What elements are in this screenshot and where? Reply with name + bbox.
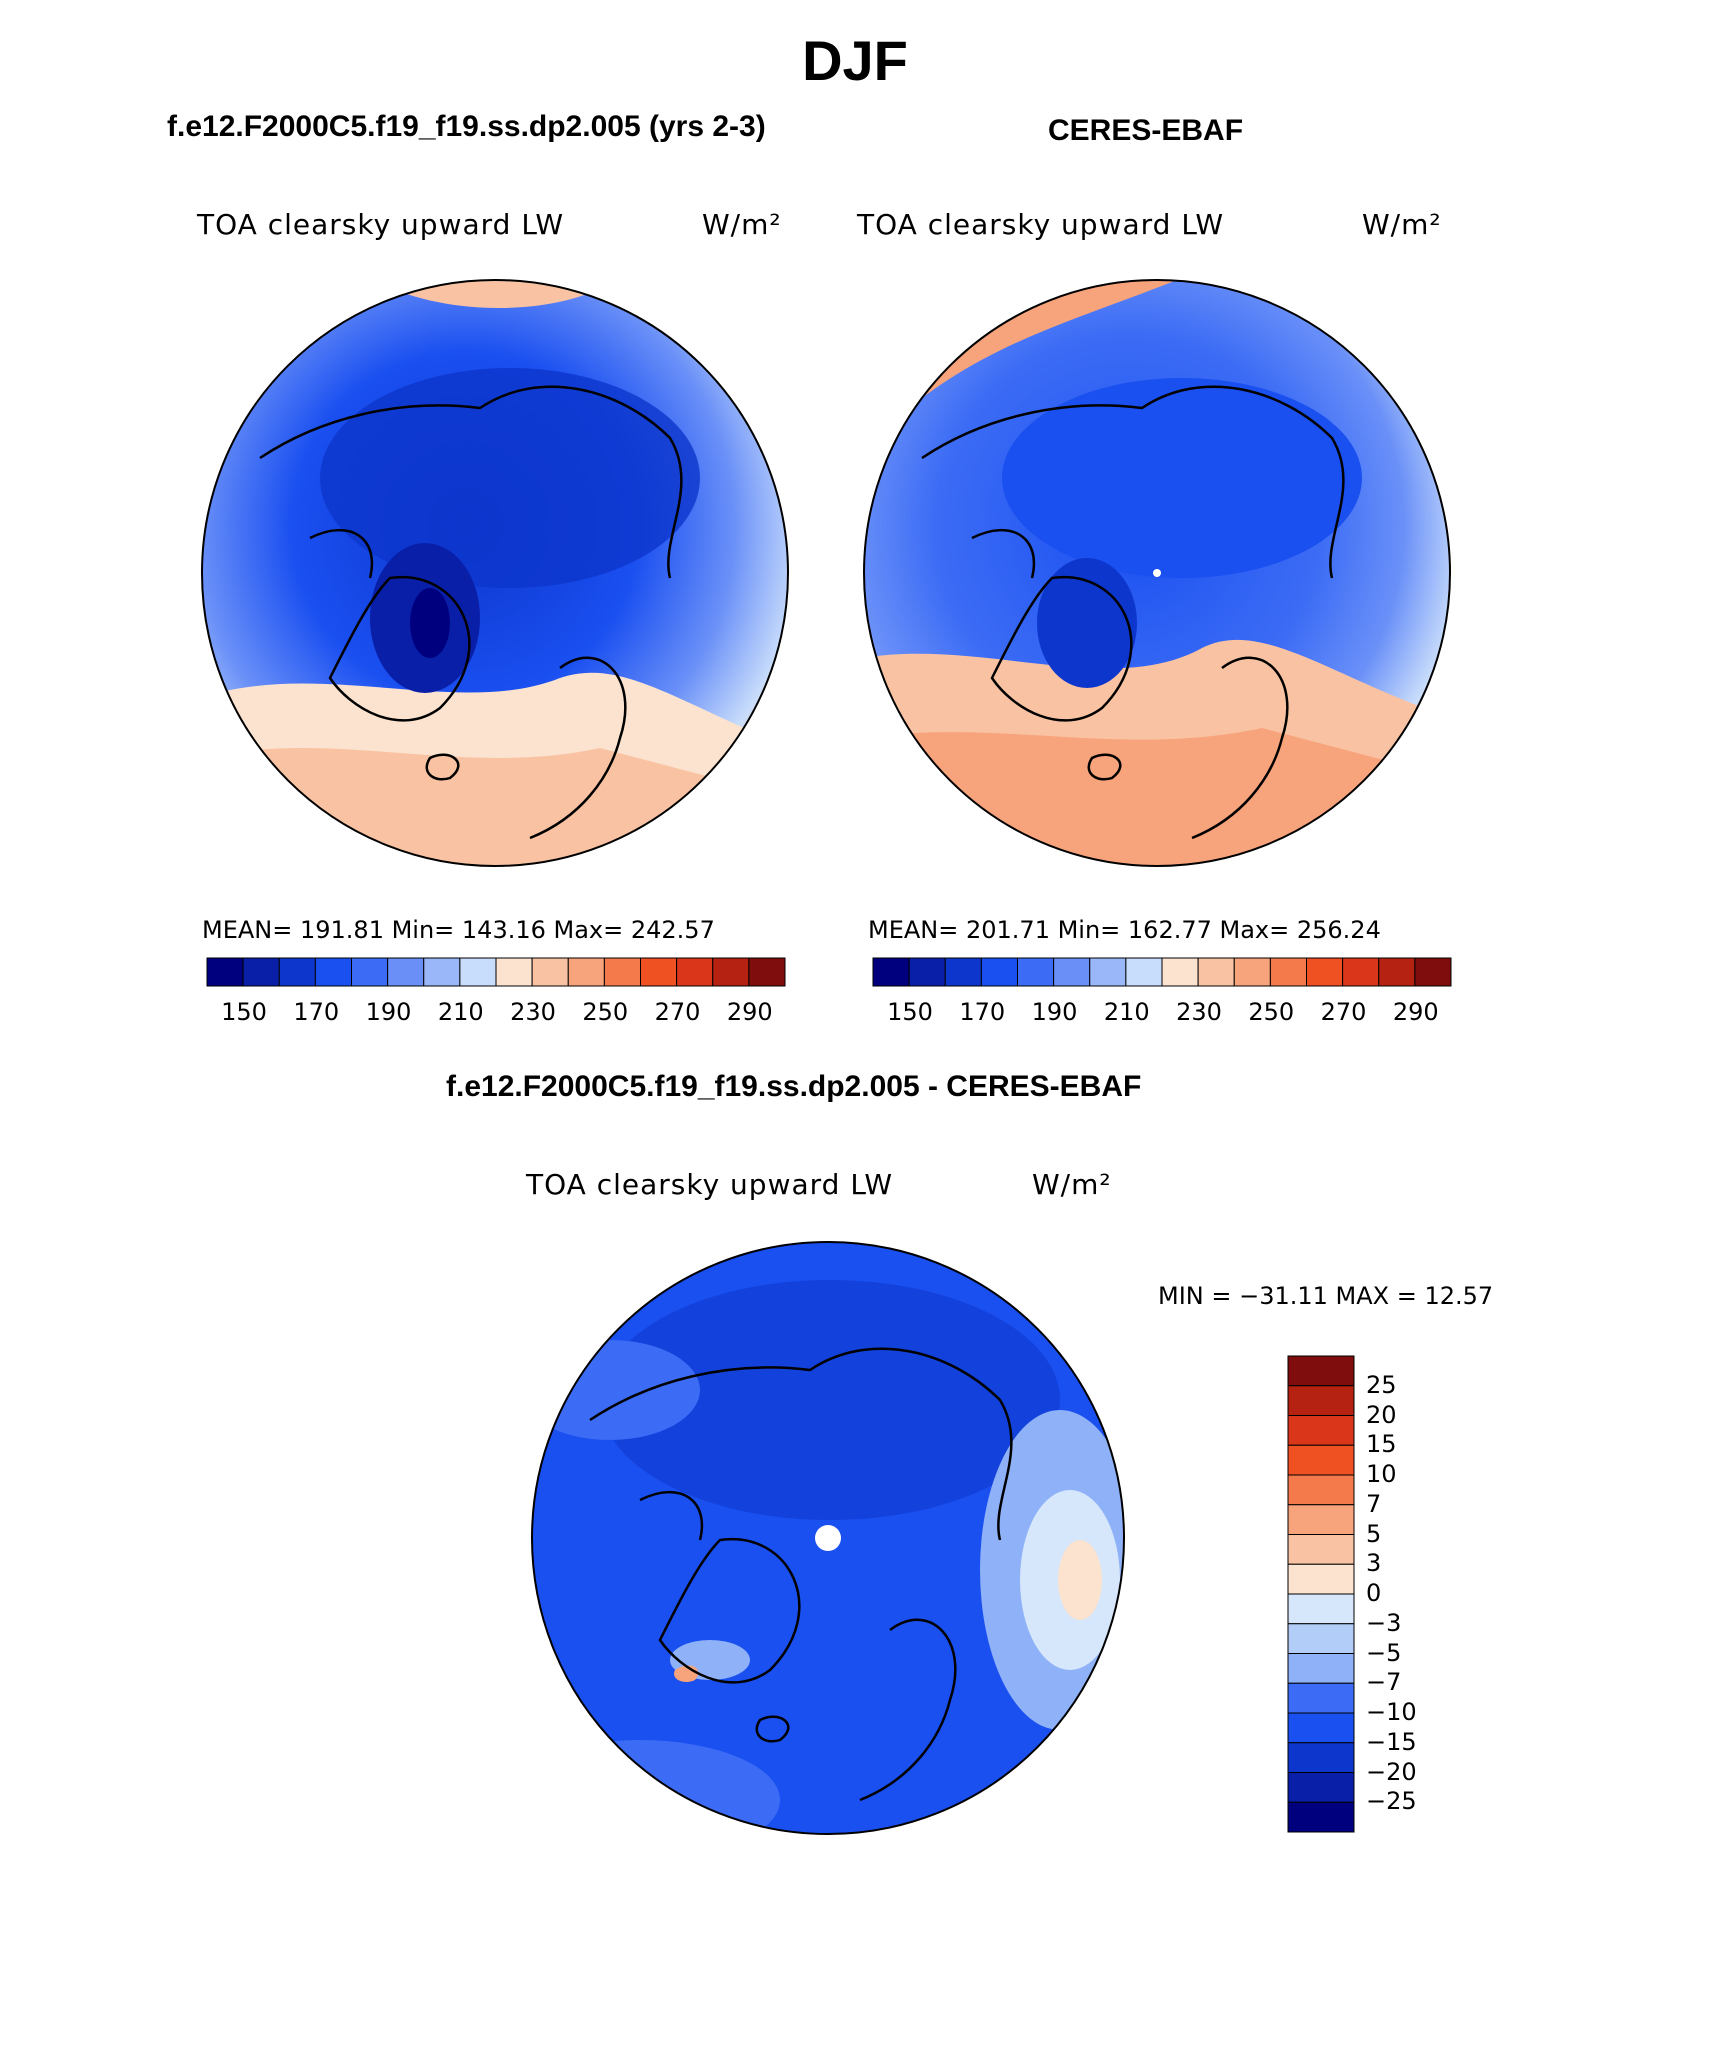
colorbar-swatch bbox=[1378, 957, 1416, 987]
model-units-label: W/m² bbox=[702, 208, 782, 241]
colorbar-swatch bbox=[1287, 1385, 1355, 1416]
colorbar-swatch bbox=[1197, 957, 1235, 987]
colorbar-tick-label: 190 bbox=[1031, 998, 1078, 1026]
colorbar-tick-label: 170 bbox=[959, 998, 1006, 1026]
model-panel-header: f.e12.F2000C5.f19_f19.ss.dp2.005 (yrs 2-… bbox=[167, 110, 766, 143]
colorbar-swatch bbox=[603, 957, 641, 987]
colorbar-tick-label: 20 bbox=[1366, 1400, 1397, 1429]
diff-colorbar bbox=[1287, 1355, 1355, 1833]
colorbar-tick-label: −10 bbox=[1366, 1698, 1417, 1726]
colorbar-swatch bbox=[1414, 957, 1452, 987]
colorbar-swatch bbox=[1287, 1415, 1355, 1446]
colorbar-tick-label: 250 bbox=[582, 998, 629, 1026]
colorbar-tick-label: 150 bbox=[221, 998, 267, 1026]
colorbar-swatch bbox=[1287, 1504, 1355, 1535]
colorbar-swatch bbox=[1287, 1534, 1355, 1565]
colorbar-tick-label: 250 bbox=[1248, 998, 1295, 1026]
colorbar-swatch bbox=[206, 957, 244, 987]
colorbar-tick-label: 0 bbox=[1366, 1579, 1382, 1607]
colorbar-swatch bbox=[1125, 957, 1163, 987]
colorbar-swatch bbox=[531, 957, 569, 987]
colorbar-tick-label: 210 bbox=[437, 998, 484, 1026]
colorbar-swatch bbox=[387, 957, 425, 987]
colorbar-tick-label: 15 bbox=[1366, 1430, 1397, 1459]
colorbar-swatch bbox=[640, 957, 678, 987]
obs-panel-header: CERES-EBAF bbox=[1048, 114, 1244, 147]
obs-units-label: W/m² bbox=[1362, 208, 1442, 241]
colorbar-tick-label: 210 bbox=[1103, 998, 1150, 1026]
colorbar-swatch bbox=[944, 957, 982, 987]
model-stats: MEAN= 191.81 Min= 143.16 Max= 242.57 bbox=[202, 916, 715, 944]
colorbar-tick-label: 170 bbox=[293, 998, 340, 1026]
colorbar-swatch bbox=[1287, 1742, 1355, 1773]
model-colorbar bbox=[206, 957, 786, 987]
colorbar-tick-label: −3 bbox=[1366, 1608, 1402, 1637]
colorbar-swatch bbox=[872, 957, 910, 987]
colorbar-tick-label: 270 bbox=[1320, 998, 1367, 1026]
colorbar-tick-label: −20 bbox=[1366, 1757, 1417, 1786]
obs-stats: MEAN= 201.71 Min= 162.77 Max= 256.24 bbox=[868, 916, 1381, 944]
colorbar-swatch bbox=[1053, 957, 1091, 987]
colorbar-swatch bbox=[1342, 957, 1380, 987]
colorbar-tick-label: 230 bbox=[510, 998, 556, 1026]
colorbar-swatch bbox=[1287, 1682, 1355, 1714]
colorbar-swatch bbox=[1017, 957, 1055, 987]
colorbar-swatch bbox=[1287, 1593, 1355, 1625]
colorbar-tick-label: 10 bbox=[1366, 1460, 1397, 1488]
colorbar-swatch bbox=[1287, 1444, 1355, 1476]
colorbar-swatch bbox=[459, 957, 497, 987]
colorbar-swatch bbox=[1287, 1653, 1355, 1684]
colorbar-tick-label: 7 bbox=[1366, 1489, 1382, 1518]
colorbar-tick-label: −25 bbox=[1366, 1787, 1417, 1816]
colorbar-swatch bbox=[676, 957, 714, 987]
colorbar-tick-label: 290 bbox=[1392, 998, 1439, 1026]
colorbar-tick-label: 290 bbox=[726, 998, 773, 1026]
colorbar-swatch bbox=[1287, 1712, 1355, 1744]
colorbar-swatch bbox=[1287, 1355, 1355, 1387]
colorbar-tick-label: 270 bbox=[654, 998, 701, 1026]
colorbar-swatch bbox=[1306, 957, 1344, 987]
colorbar-swatch bbox=[242, 957, 280, 987]
colorbar-tick-label: −5 bbox=[1366, 1638, 1402, 1667]
model-variable-label: TOA clearsky upward LW bbox=[197, 208, 565, 241]
colorbar-swatch bbox=[712, 957, 750, 987]
colorbar-swatch bbox=[748, 957, 786, 987]
model-polar-map bbox=[201, 279, 789, 867]
colorbar-tick-label: −7 bbox=[1366, 1668, 1402, 1697]
colorbar-swatch bbox=[1287, 1623, 1355, 1654]
colorbar-swatch bbox=[1161, 957, 1199, 987]
colorbar-tick-label: 230 bbox=[1176, 998, 1222, 1026]
colorbar-swatch bbox=[567, 957, 605, 987]
colorbar-tick-label: −15 bbox=[1366, 1727, 1417, 1756]
colorbar-tick-label: 25 bbox=[1366, 1370, 1397, 1399]
diff-units-label: W/m² bbox=[1032, 1168, 1112, 1201]
diff-polar-map bbox=[531, 1241, 1125, 1835]
colorbar-swatch bbox=[423, 957, 461, 987]
colorbar-tick-label: 5 bbox=[1366, 1519, 1382, 1548]
colorbar-swatch bbox=[1233, 957, 1271, 987]
colorbar-tick-label: 190 bbox=[365, 998, 412, 1026]
colorbar-swatch bbox=[1287, 1563, 1355, 1595]
colorbar-swatch bbox=[1287, 1474, 1355, 1506]
obs-polar-map bbox=[863, 279, 1451, 867]
diff-variable-label: TOA clearsky upward LW bbox=[526, 1168, 894, 1201]
colorbar-swatch bbox=[1269, 957, 1307, 987]
colorbar-swatch bbox=[980, 957, 1018, 987]
colorbar-swatch bbox=[1287, 1772, 1355, 1803]
colorbar-swatch bbox=[314, 957, 352, 987]
colorbar-tick-label: 3 bbox=[1366, 1549, 1382, 1578]
colorbar-swatch bbox=[351, 957, 389, 987]
figure-title: DJF bbox=[802, 29, 908, 92]
obs-colorbar bbox=[872, 957, 1452, 987]
colorbar-swatch bbox=[278, 957, 316, 987]
colorbar-swatch bbox=[908, 957, 946, 987]
colorbar-swatch bbox=[1089, 957, 1127, 987]
colorbar-tick-label: 150 bbox=[887, 998, 933, 1026]
colorbar-swatch bbox=[1287, 1801, 1355, 1833]
colorbar-swatch bbox=[495, 957, 533, 987]
diff-stats: MIN = −31.11 MAX = 12.57 bbox=[1158, 1282, 1494, 1310]
obs-variable-label: TOA clearsky upward LW bbox=[857, 208, 1225, 241]
diff-panel-header: f.e12.F2000C5.f19_f19.ss.dp2.005 - CERES… bbox=[446, 1070, 1142, 1103]
